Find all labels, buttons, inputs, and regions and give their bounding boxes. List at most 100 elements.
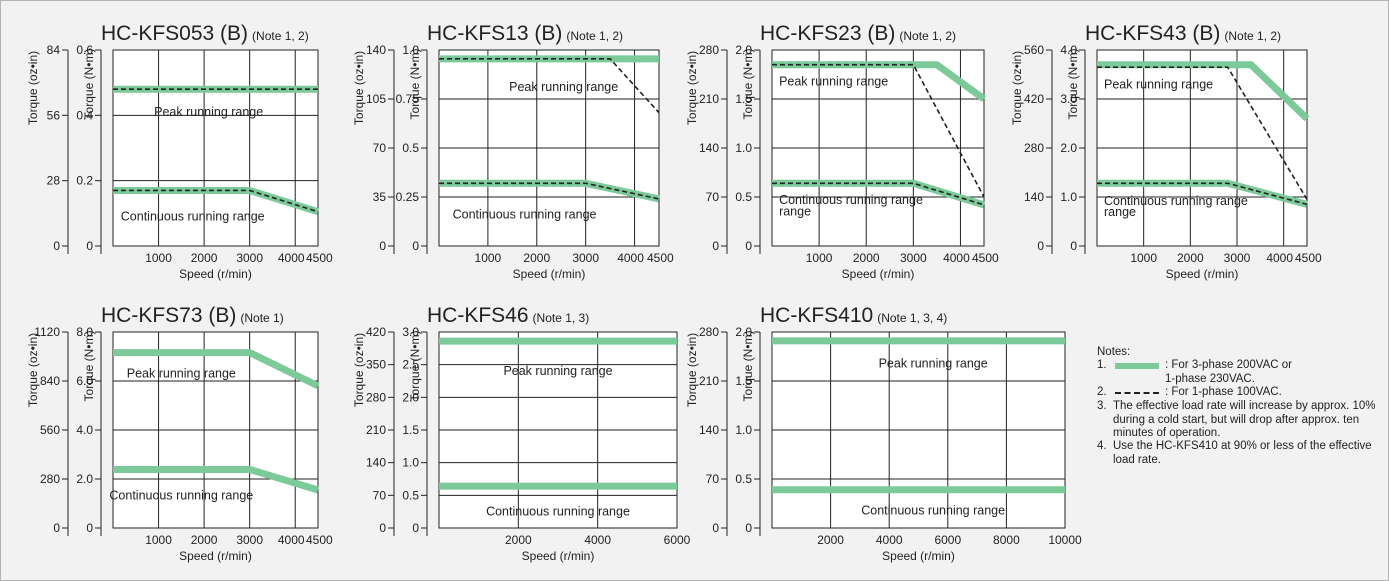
range-annotation: Peak running range — [154, 105, 263, 119]
range-annotation: Peak running range — [503, 364, 612, 378]
series-dashed-line — [113, 189, 319, 213]
series-dashed-line — [772, 63, 985, 198]
y-tick-label-si: 1.0 — [402, 456, 419, 470]
y-tick-label-imperial: 56 — [47, 108, 61, 122]
note-2-swatch — [1113, 386, 1165, 400]
range-annotation: Continuous running range — [453, 208, 597, 222]
x-tick-label: 2000 — [505, 533, 532, 547]
chart-2: HC-KFS13 (B) (Note 1, 2) 0 0 0.25 35 0.5 70 0.75… — [352, 22, 674, 281]
chart-title: HC-KFS410 (Note 1, 3, 4) — [760, 304, 947, 327]
y-tick-label-si: 2.0 — [402, 390, 419, 404]
chart-note: (Note 1) — [240, 311, 283, 325]
y-tick-label-si: 4.0 — [1060, 43, 1077, 57]
y-tick-label-si: 2.0 — [76, 472, 93, 486]
y-axis-title-si: Torque (N•m) — [408, 49, 422, 120]
x-tick-label: 4500 — [647, 251, 674, 265]
y-axis-title-si: Torque (N•m) — [82, 49, 96, 120]
y-tick-label-imperial: 70 — [706, 190, 720, 204]
plot-frame — [771, 331, 1066, 529]
y-tick-label-imperial: 420 — [1024, 92, 1044, 106]
range-annotation: range — [1104, 205, 1136, 219]
series-dashed-line — [439, 58, 660, 114]
y-tick-label-imperial: 84 — [47, 43, 61, 57]
range-annotation: Peak running range — [1104, 77, 1213, 91]
range-annotation: Peak running range — [509, 80, 618, 94]
y-tick-label-imperial: 350 — [366, 358, 386, 372]
y-tick-label-si: 0.5 — [402, 141, 419, 155]
y-tick-label-imperial: 140 — [699, 423, 719, 437]
y-tick-label-imperial: 140 — [366, 456, 386, 470]
chart-1: HC-KFS053 (B) (Note 1, 2) 0 0 0.2 28 0.4 56 0.6 8… — [26, 22, 333, 281]
y-axis-title-si: Torque (N•m) — [741, 49, 755, 120]
y-tick-label-imperial: 70 — [706, 472, 720, 486]
y-tick-label-si: 2.0 — [1060, 141, 1077, 155]
y-tick-label-imperial: 0 — [712, 521, 719, 535]
y-tick-label-si: 0 — [86, 521, 93, 535]
chart-7: HC-KFS410 (Note 1, 3, 4) 0 0 0.5 70 1.0 140 1.5 2… — [685, 304, 1082, 563]
y-tick-label-imperial: 280 — [699, 325, 719, 339]
chart-title: HC-KFS73 (B) (Note 1) — [101, 304, 284, 327]
x-tick-label: 2000 — [191, 533, 218, 547]
x-tick-label: 4000 — [278, 251, 305, 265]
note-3-text: The effective load rate will increase by… — [1113, 400, 1376, 440]
y-axis-title-si: Torque (N•m) — [741, 331, 755, 402]
x-tick-label: 1000 — [475, 251, 502, 265]
x-tick-label: 4500 — [972, 251, 999, 265]
note-4-text: Use the HC-KFS410 at 90% or less of the … — [1113, 440, 1372, 466]
range-annotation: Continuous running range — [1104, 194, 1248, 208]
x-axis-title: Speed (r/min) — [882, 549, 955, 563]
y-tick-label-imperial: 0 — [379, 239, 386, 253]
chart-3: HC-KFS23 (B) (Note 1, 2) 0 0 0.5 70 1.0 140 1.5 2… — [685, 22, 999, 281]
x-tick-label: 4500 — [1295, 251, 1322, 265]
y-tick-label-imperial: 210 — [699, 92, 719, 106]
range-annotation: Continuous running range — [486, 505, 630, 519]
y-axis-title-imperial: Torque (oz•in) — [685, 51, 699, 125]
y-tick-label-imperial: 105 — [366, 92, 386, 106]
y-tick-label-imperial: 70 — [373, 141, 387, 155]
chart-note: (Note 1, 2) — [566, 29, 623, 43]
y-tick-label-imperial: 140 — [699, 141, 719, 155]
note-1-swatch — [1113, 359, 1165, 373]
y-axis-title-imperial: Torque (oz•in) — [352, 333, 366, 407]
chart-title: HC-KFS43 (B) (Note 1, 2) — [1085, 22, 1281, 45]
y-tick-label-si: 0 — [412, 239, 419, 253]
chart-note: (Note 1, 3, 4) — [877, 311, 947, 325]
x-axis-title: Speed (r/min) — [1166, 267, 1239, 281]
series-solid-line — [1097, 61, 1310, 122]
x-tick-label: 4000 — [943, 251, 970, 265]
x-tick-label: 3000 — [900, 251, 927, 265]
y-tick-label-si: 0.75 — [396, 92, 420, 106]
y-tick-label-imperial: 140 — [1024, 190, 1044, 204]
y-tick-label-imperial: 210 — [699, 374, 719, 388]
chart-note: (Note 1, 2) — [1224, 29, 1281, 43]
x-tick-label: 2000 — [1177, 251, 1204, 265]
series-dashed-line — [1097, 66, 1308, 200]
x-tick-label: 10000 — [1048, 533, 1082, 547]
y-tick-label-si: 2.0 — [735, 43, 752, 57]
y-tick-label-si: 0.4 — [76, 108, 93, 122]
note-1-number: 1. — [1097, 359, 1107, 372]
chart-note: (Note 1, 3) — [533, 311, 590, 325]
y-tick-label-imperial: 35 — [373, 190, 387, 204]
x-axis-title: Speed (r/min) — [179, 549, 252, 563]
x-tick-label: 3000 — [572, 251, 599, 265]
y-axis-title-imperial: Torque (oz•in) — [26, 333, 40, 407]
note-3-number: 3. — [1097, 400, 1107, 413]
y-tick-label-si: 1.0 — [735, 141, 752, 155]
y-tick-label-imperial: 280 — [1024, 141, 1044, 155]
series-solid-line — [772, 61, 987, 102]
y-tick-label-si: 0 — [86, 239, 93, 253]
chart-6: HC-KFS46 (Note 1, 3) 0 0 0.5 70 1.0 140 1.5 210 2.… — [352, 304, 691, 563]
y-tick-label-imperial: 840 — [40, 374, 60, 388]
y-axis-title-si: Torque (N•m) — [82, 331, 96, 402]
series-dashed-line — [1097, 182, 1308, 206]
y-tick-label-imperial: 420 — [366, 325, 386, 339]
y-tick-label-si: 0 — [412, 521, 419, 535]
y-tick-label-si: 0.5 — [402, 488, 419, 502]
plot-frame — [438, 49, 660, 247]
y-axis-title-imperial: Torque (oz•in) — [26, 51, 40, 125]
y-tick-label-imperial: 0 — [379, 521, 386, 535]
x-tick-label: 4000 — [876, 533, 903, 547]
y-tick-label-si: 1.5 — [735, 374, 752, 388]
